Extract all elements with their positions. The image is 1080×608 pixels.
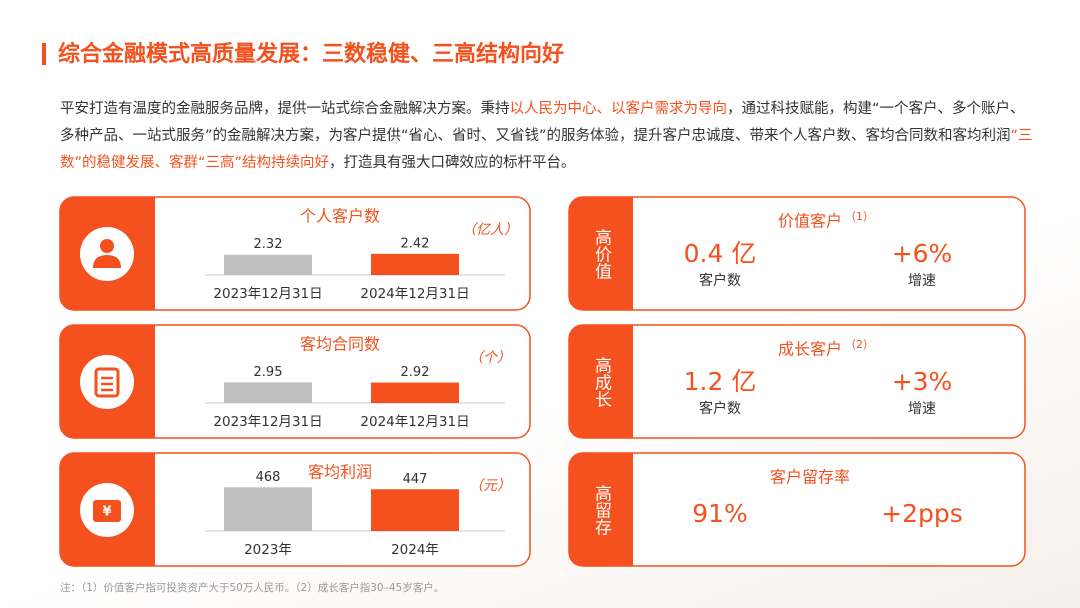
panel-side (140, 325, 155, 438)
segment-title: 客户留存率 (770, 468, 850, 487)
panel-side (569, 453, 633, 566)
category-label: 2023年 (244, 542, 292, 558)
bar-label: 468 (256, 470, 281, 485)
intro-segment: ，打造具有强大口碑效应的标杆平台。 (329, 155, 576, 171)
icon-circle (80, 355, 134, 409)
icon (93, 500, 121, 522)
metric-unit: （元） (469, 478, 511, 494)
segment-value: 1.2 亿 (684, 367, 757, 396)
icon (94, 367, 120, 398)
panel-side (620, 325, 633, 438)
bar-label: 2.95 (254, 365, 283, 380)
segment-value-label: 增速 (908, 401, 936, 417)
title: 综合金融模式高质量发展：三数稳健、三高结构向好 (58, 41, 564, 67)
bar (371, 382, 459, 403)
bar-label: 2.42 (401, 236, 430, 251)
intro-segment: 以人民为中心、以客户需求为导向 (509, 101, 728, 117)
metric-unit: （个） (469, 350, 511, 366)
bar (371, 489, 459, 531)
icon-circle (80, 227, 134, 281)
metric-title: 客均利润 (308, 463, 372, 482)
bar-label: 2.32 (254, 237, 283, 252)
panel-side (620, 453, 633, 566)
segment-value: +3% (892, 367, 953, 396)
category-label: 2023年12月31日 (213, 414, 322, 430)
segment-value: +6% (892, 239, 953, 268)
segment-note: （1） (845, 210, 874, 223)
segment-label: 高成长 (591, 356, 612, 407)
category-label: 2024年 (391, 542, 439, 558)
segment-value-label: 增速 (908, 273, 936, 289)
segment-value: 0.4 亿 (684, 239, 757, 268)
category-label: 2024年12月31日 (360, 286, 469, 302)
panel-side (140, 197, 155, 310)
intro-segment: 平安打造有温度的金融服务品牌，提供一站式综合金融解决方案。秉持 (60, 101, 510, 117)
category-label: 2023年12月31日 (213, 286, 322, 302)
title-bar (42, 43, 46, 65)
panel-side (620, 197, 633, 310)
panel-side (569, 197, 633, 310)
panel-side (140, 453, 155, 566)
segment-label: 高留存 (591, 484, 612, 535)
panel-side (569, 325, 633, 438)
segment-title: 成长客户 (778, 340, 842, 359)
bar-label: 447 (403, 472, 428, 487)
segment-value: +2pps (881, 499, 963, 528)
icon (93, 255, 121, 268)
segment-note: （2） (845, 338, 874, 351)
intro-segment: “三数”的稳健发展、客群“三高”结构持续向好 (60, 128, 1033, 171)
footnote: 注：（1）价值客户指可投资资产大于50万人民币。（2）成长客户指30–45岁客户… (60, 581, 444, 594)
icon (100, 239, 114, 253)
segment-label: 高价值 (591, 228, 612, 279)
icon: ¥ (102, 505, 111, 520)
intro: 平安打造有温度的金融服务品牌，提供一站式综合金融解决方案。秉持以人民为中心、以客… (60, 96, 1035, 177)
intro-segment: ，通过科技赋能，构建“一个客户、多个账户、多种产品、一站式服务”的金融解决方案，… (60, 101, 1025, 144)
metric-title: 个人客户数 (300, 207, 380, 226)
bar (371, 253, 459, 275)
segment-value: 91% (692, 499, 748, 528)
metric-unit: （亿人） (462, 222, 518, 238)
bar (224, 382, 312, 403)
segment-value-label: 客户数 (699, 272, 741, 289)
segment-title: 价值客户 (778, 212, 842, 231)
category-label: 2024年12月31日 (360, 414, 469, 430)
segment-value-label: 客户数 (699, 400, 741, 417)
metric-title: 客均合同数 (300, 335, 380, 354)
bar-label: 2.92 (401, 365, 430, 380)
bar (224, 254, 312, 275)
bar (224, 487, 312, 531)
